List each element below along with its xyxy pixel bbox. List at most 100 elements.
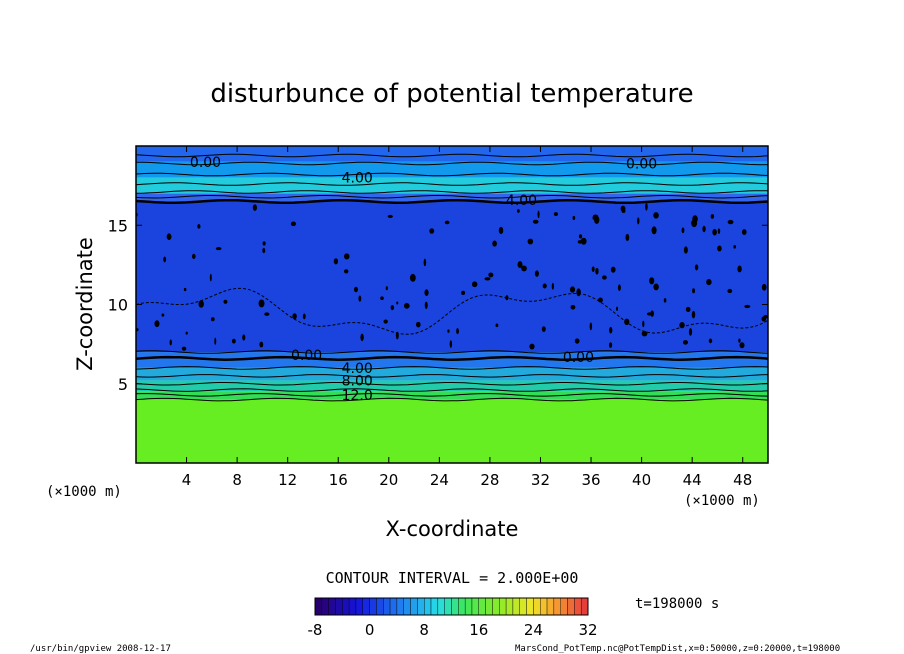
speckle	[761, 283, 767, 291]
speckle	[424, 301, 428, 310]
speckle	[574, 338, 580, 344]
colorbar-cell	[424, 597, 432, 616]
contour-line	[136, 393, 768, 397]
contour-line	[136, 374, 768, 378]
y-tick-label: 10	[108, 296, 128, 315]
speckle	[492, 240, 497, 247]
colorbar	[314, 597, 589, 616]
speckle	[653, 212, 659, 219]
speckle	[344, 253, 350, 260]
footer-right: MarsCond_PotTemp.nc@PotTempDist,x=0:5000…	[515, 644, 840, 654]
colorbar-cell	[403, 597, 411, 616]
speckle	[181, 346, 187, 351]
speckle	[683, 246, 688, 254]
plot-area	[136, 146, 768, 463]
speckle	[333, 258, 339, 265]
contour-label: 8.00	[342, 374, 373, 390]
speckle	[264, 312, 270, 316]
speckle	[495, 323, 499, 328]
speckle	[649, 277, 655, 285]
speckle	[166, 233, 172, 240]
x-tick-label: 24	[430, 471, 449, 489]
colorbar-tick-label: 0	[365, 621, 375, 639]
x-axis-label: X-coordinate	[386, 517, 519, 541]
colorbar-cell	[526, 597, 534, 616]
contour-line	[136, 172, 768, 177]
x-tick-label: 20	[379, 471, 398, 489]
speckle	[231, 338, 236, 344]
contour-label: 4.00	[342, 361, 373, 377]
band-2	[136, 380, 768, 392]
y-axis-label: Z-coordinate	[73, 237, 97, 371]
speckle	[262, 241, 266, 246]
colorbar-cell	[451, 597, 459, 616]
speckle	[262, 247, 266, 254]
colorbar-cell	[574, 597, 582, 616]
speckle	[258, 299, 265, 308]
colorbar-cell	[328, 597, 336, 616]
speckle	[710, 214, 715, 219]
speckle	[537, 210, 540, 219]
speckle	[706, 279, 712, 286]
contour-line	[136, 350, 768, 354]
speckle	[444, 220, 450, 225]
speckle	[259, 341, 264, 348]
speckle	[396, 301, 399, 305]
x-tick-label: 12	[278, 471, 297, 489]
speckle	[653, 283, 659, 291]
contour-label: 0.00	[190, 155, 221, 171]
speckle	[358, 295, 362, 302]
speckle	[577, 240, 583, 244]
colorbar-cell	[417, 597, 425, 616]
speckle	[617, 284, 621, 292]
contour-line	[136, 195, 768, 199]
colorbar-cell	[376, 597, 384, 616]
speckle	[161, 313, 165, 317]
speckle	[641, 330, 648, 337]
speckle	[390, 304, 395, 311]
contour-line	[136, 397, 768, 402]
contour-label: 12.0	[342, 388, 373, 404]
speckle	[663, 298, 667, 303]
speckle	[625, 233, 630, 242]
speckle	[403, 302, 410, 309]
colorbar-cell	[546, 597, 555, 616]
colorbar-cell	[560, 597, 568, 616]
contour-line	[136, 198, 768, 204]
speckle	[737, 265, 742, 273]
band-5	[136, 201, 768, 353]
colorbar-tick-label: 24	[524, 621, 543, 639]
speckle	[534, 270, 539, 277]
speckle	[691, 310, 696, 319]
colorbar-cell	[389, 597, 398, 616]
contour-label: 0.00	[626, 156, 657, 172]
speckle	[702, 225, 706, 233]
contour-line	[136, 388, 768, 392]
speckle	[183, 287, 187, 292]
speckle	[380, 296, 384, 301]
footer-left: /usr/bin/gpview 2008-12-17	[30, 644, 171, 654]
speckle	[739, 342, 745, 349]
x-tick-label: 4	[182, 471, 192, 489]
y-tick-label: 5	[118, 375, 128, 394]
speckle	[642, 320, 645, 328]
x-tick-label: 48	[733, 471, 752, 489]
colorbar-cell	[464, 597, 473, 616]
x-tick-label: 28	[480, 471, 499, 489]
colorbar-cell	[512, 597, 520, 616]
speckle	[595, 267, 599, 275]
speckle	[471, 281, 478, 288]
band-3	[136, 367, 768, 381]
speckle	[602, 275, 607, 280]
speckle	[215, 246, 222, 251]
speckle	[744, 304, 751, 309]
speckle	[551, 282, 555, 290]
colorbar-cell	[540, 597, 548, 616]
colorbar-cell	[519, 597, 527, 616]
speckle	[521, 265, 527, 272]
speckle	[517, 261, 523, 269]
contour-line	[136, 153, 768, 158]
speckle	[591, 266, 595, 272]
speckle	[456, 328, 459, 335]
speckle	[610, 266, 616, 273]
